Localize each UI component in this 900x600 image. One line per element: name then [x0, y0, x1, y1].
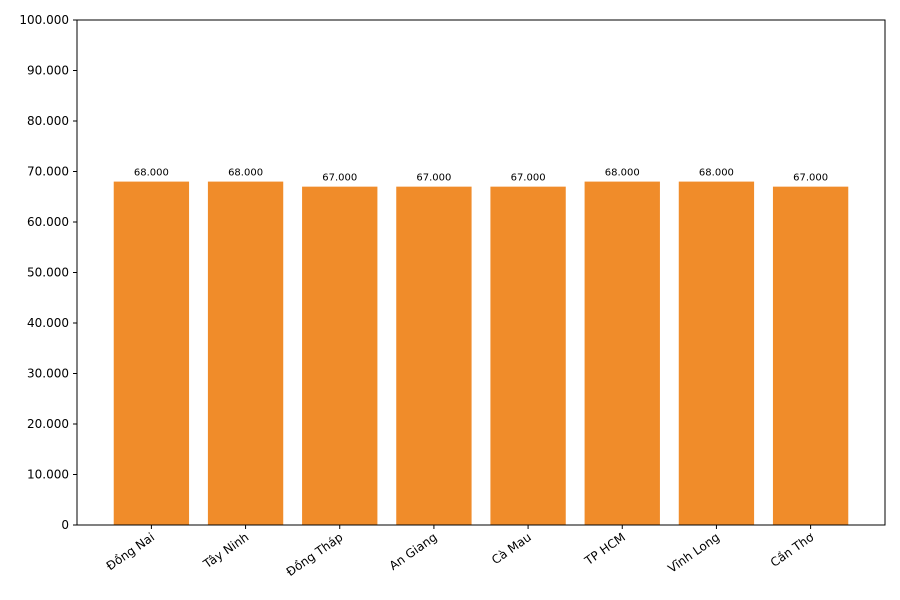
value-label: 67.000 [322, 173, 357, 184]
value-label: 68.000 [699, 168, 734, 179]
bar [490, 186, 566, 525]
bar [302, 186, 378, 525]
value-label: 67.000 [793, 173, 828, 184]
y-tick-label: 40.000 [27, 316, 69, 330]
value-label: 67.000 [416, 173, 451, 184]
plot-frame [76, 19, 886, 526]
y-tick-label: 0 [61, 518, 69, 532]
y-tick-label: 70.000 [27, 165, 69, 179]
y-tick-label: 10.000 [27, 468, 69, 482]
y-tick-label: 80.000 [27, 114, 69, 128]
bar [207, 181, 284, 525]
value-label: 68.000 [605, 168, 640, 179]
y-tick-label: 100.000 [19, 13, 69, 27]
bar [113, 181, 190, 525]
bar [678, 181, 755, 525]
value-label: 68.000 [228, 168, 263, 179]
y-tick-label: 30.000 [27, 367, 69, 381]
y-tick-label: 50.000 [27, 266, 69, 280]
value-label: 67.000 [511, 173, 546, 184]
y-tick-label: 60.000 [27, 215, 69, 229]
bar [584, 181, 660, 525]
value-label: 68.000 [134, 168, 169, 179]
y-tick-label: 90.000 [27, 64, 69, 78]
bar [772, 186, 849, 525]
y-tick-label: 20.000 [27, 417, 69, 431]
bar [396, 186, 472, 525]
